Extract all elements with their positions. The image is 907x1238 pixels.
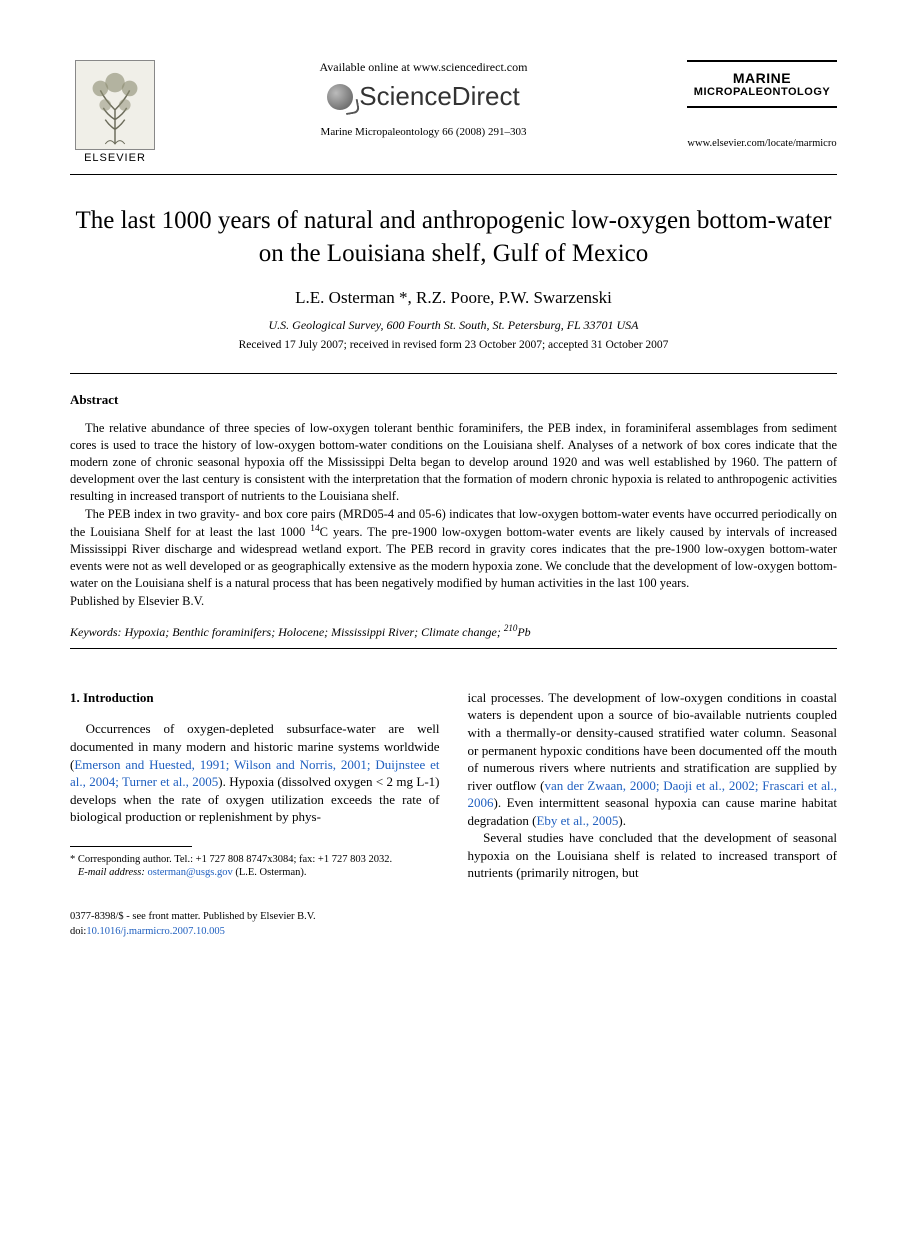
email-after: (L.E. Osterman).: [233, 867, 307, 878]
section-number: 1.: [70, 690, 80, 705]
authors-line: L.E. Osterman *, R.Z. Poore, P.W. Swarze…: [70, 288, 837, 308]
right-column: ical processes. The development of low-o…: [468, 689, 838, 882]
footnote-rule: [70, 846, 192, 847]
elsevier-tree-icon: [75, 60, 155, 150]
published-by-line: Published by Elsevier B.V.: [70, 594, 837, 609]
corr-author-text: * Corresponding author. Tel.: +1 727 808…: [70, 853, 440, 867]
keywords-label: Keywords:: [70, 625, 122, 639]
section-1-heading: 1. Introduction: [70, 689, 440, 707]
keywords-sup: 210: [504, 623, 518, 633]
abstract-bottom-rule: [70, 648, 837, 649]
journal-name-line2: MICROPALEONTOLOGY: [689, 86, 835, 98]
intro-paragraph-right-1: ical processes. The development of low-o…: [468, 689, 838, 829]
keywords-list-post: Pb: [517, 625, 530, 639]
col2-text-c: ).: [618, 813, 626, 828]
doi-line: doi:10.1016/j.marmicro.2007.10.005: [70, 925, 837, 940]
abstract-p2-sup: 14: [310, 524, 319, 534]
email-label: E-mail address:: [78, 867, 145, 878]
sciencedirect-ball-icon: [327, 84, 353, 110]
article-dates: Received 17 July 2007; received in revis…: [70, 339, 837, 351]
authors-text: L.E. Osterman *, R.Z. Poore, P.W. Swarze…: [295, 288, 612, 307]
email-link[interactable]: osterman@usgs.gov: [147, 867, 232, 878]
header-rule: [70, 174, 837, 175]
abstract-paragraph-1: The relative abundance of three species …: [70, 420, 837, 504]
doi-link[interactable]: 10.1016/j.marmicro.2007.10.005: [86, 926, 225, 937]
section-title: Introduction: [80, 690, 154, 705]
bottom-info: 0377-8398/$ - see front matter. Publishe…: [70, 910, 837, 939]
citation-line: Marine Micropaleontology 66 (2008) 291–3…: [170, 126, 677, 138]
email-line: E-mail address: osterman@usgs.gov (L.E. …: [70, 866, 440, 880]
keywords-line: Keywords: Hypoxia; Benthic foraminifers;…: [70, 623, 837, 640]
journal-url: www.elsevier.com/locate/marmicro: [687, 138, 837, 149]
article-title: The last 1000 years of natural and anthr…: [70, 205, 837, 270]
available-online-text: Available online at www.sciencedirect.co…: [170, 60, 677, 75]
elsevier-logo-block: ELSEVIER: [70, 60, 160, 164]
corresponding-author-footnote: * Corresponding author. Tel.: +1 727 808…: [70, 853, 440, 880]
journal-name-line1: MARINE: [689, 70, 835, 86]
body-columns: 1. Introduction Occurrences of oxygen-de…: [70, 689, 837, 882]
intro-paragraph-right-2: Several studies have concluded that the …: [468, 829, 838, 882]
keywords-list-pre: Hypoxia; Benthic foraminifers; Holocene;…: [122, 625, 504, 639]
abstract-heading: Abstract: [70, 392, 837, 408]
elsevier-label: ELSEVIER: [70, 152, 160, 164]
abstract-top-rule: [70, 373, 837, 374]
center-header: Available online at www.sciencedirect.co…: [160, 60, 687, 142]
abstract-paragraph-2: The PEB index in two gravity- and box co…: [70, 506, 837, 592]
doi-label: doi:: [70, 926, 86, 937]
sciencedirect-wordmark: ScienceDirect: [359, 81, 519, 112]
header-row: ELSEVIER Available online at www.science…: [70, 60, 837, 164]
affiliation: U.S. Geological Survey, 600 Fourth St. S…: [70, 318, 837, 333]
copyright-line: 0377-8398/$ - see front matter. Publishe…: [70, 910, 837, 925]
col2-text-b: ). Even intermittent seasonal hypoxia ca…: [468, 795, 838, 828]
journal-title-box: MARINE MICROPALEONTOLOGY: [687, 60, 837, 108]
left-column: 1. Introduction Occurrences of oxygen-de…: [70, 689, 440, 882]
intro-paragraph-left: Occurrences of oxygen-depleted subsurfac…: [70, 720, 440, 825]
sciencedirect-logo: ScienceDirect: [170, 81, 677, 112]
journal-block: MARINE MICROPALEONTOLOGY www.elsevier.co…: [687, 60, 837, 149]
citation-link-3[interactable]: Eby et al., 2005: [536, 813, 618, 828]
